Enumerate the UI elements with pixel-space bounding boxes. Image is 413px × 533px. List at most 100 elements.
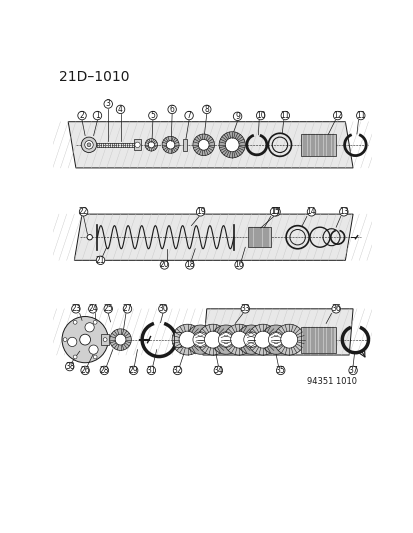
Text: 20: 20 bbox=[159, 261, 169, 269]
Circle shape bbox=[73, 320, 77, 324]
Text: 8: 8 bbox=[204, 105, 209, 114]
Circle shape bbox=[211, 325, 240, 354]
Circle shape bbox=[331, 304, 339, 313]
Circle shape bbox=[268, 332, 283, 348]
Circle shape bbox=[271, 207, 280, 216]
Circle shape bbox=[129, 366, 138, 375]
Bar bbox=[101, 334, 109, 345]
Circle shape bbox=[280, 331, 297, 348]
Circle shape bbox=[236, 325, 266, 354]
Circle shape bbox=[115, 334, 126, 345]
Text: 38: 38 bbox=[65, 362, 74, 371]
Circle shape bbox=[356, 111, 364, 120]
Circle shape bbox=[179, 331, 195, 348]
Text: 17: 17 bbox=[271, 207, 280, 216]
Circle shape bbox=[81, 137, 97, 152]
Circle shape bbox=[218, 132, 244, 158]
Circle shape bbox=[273, 324, 304, 355]
Circle shape bbox=[88, 304, 97, 313]
Circle shape bbox=[160, 261, 168, 269]
Text: 9: 9 bbox=[235, 112, 240, 121]
Circle shape bbox=[261, 325, 290, 354]
Circle shape bbox=[240, 304, 249, 313]
Text: 19: 19 bbox=[195, 207, 205, 216]
Text: 29: 29 bbox=[128, 366, 138, 375]
Circle shape bbox=[184, 111, 193, 120]
Circle shape bbox=[81, 366, 89, 375]
Text: 22: 22 bbox=[78, 207, 88, 216]
Text: 25: 25 bbox=[103, 304, 113, 313]
Text: 94351 1010: 94351 1010 bbox=[306, 377, 356, 386]
Circle shape bbox=[168, 105, 176, 114]
Circle shape bbox=[270, 207, 278, 216]
Circle shape bbox=[280, 111, 289, 120]
Circle shape bbox=[85, 141, 93, 149]
Circle shape bbox=[234, 261, 243, 269]
Text: 3: 3 bbox=[106, 100, 110, 109]
Text: 14: 14 bbox=[306, 207, 316, 216]
Bar bbox=[247, 227, 270, 247]
Circle shape bbox=[202, 105, 211, 114]
Circle shape bbox=[96, 256, 104, 264]
Text: 18: 18 bbox=[185, 261, 194, 269]
Circle shape bbox=[63, 338, 67, 342]
Circle shape bbox=[62, 317, 108, 363]
Circle shape bbox=[116, 105, 124, 114]
Circle shape bbox=[192, 332, 208, 348]
Circle shape bbox=[185, 261, 194, 269]
Circle shape bbox=[79, 207, 88, 216]
Text: 21: 21 bbox=[95, 256, 105, 265]
Circle shape bbox=[104, 100, 112, 108]
Circle shape bbox=[218, 332, 233, 348]
Circle shape bbox=[67, 337, 77, 346]
Text: 28: 28 bbox=[100, 366, 109, 375]
Circle shape bbox=[197, 324, 228, 355]
Text: 36: 36 bbox=[330, 304, 340, 313]
Text: 23: 23 bbox=[71, 304, 81, 313]
Polygon shape bbox=[74, 214, 352, 260]
Circle shape bbox=[109, 329, 131, 350]
Polygon shape bbox=[202, 309, 352, 355]
Text: 7: 7 bbox=[186, 111, 191, 120]
Circle shape bbox=[104, 304, 112, 313]
Circle shape bbox=[233, 112, 241, 120]
Text: 10: 10 bbox=[255, 111, 265, 120]
Text: 21D–1010: 21D–1010 bbox=[59, 70, 129, 84]
Circle shape bbox=[73, 355, 77, 359]
Circle shape bbox=[158, 304, 167, 313]
Circle shape bbox=[85, 322, 94, 332]
Circle shape bbox=[87, 235, 92, 240]
Text: 1: 1 bbox=[95, 111, 100, 120]
Text: 11: 11 bbox=[355, 111, 365, 120]
Circle shape bbox=[93, 355, 97, 359]
Circle shape bbox=[93, 111, 102, 120]
Text: 4: 4 bbox=[118, 105, 123, 114]
Circle shape bbox=[243, 332, 259, 348]
Text: 16: 16 bbox=[234, 261, 243, 269]
Circle shape bbox=[276, 366, 284, 375]
Circle shape bbox=[172, 324, 202, 355]
Text: 2: 2 bbox=[79, 111, 84, 120]
Circle shape bbox=[145, 139, 157, 151]
Bar bbox=[183, 139, 187, 151]
Bar bbox=[300, 327, 335, 353]
Circle shape bbox=[135, 142, 140, 148]
Text: 15: 15 bbox=[269, 207, 279, 216]
Text: 35: 35 bbox=[275, 366, 285, 375]
Circle shape bbox=[148, 142, 154, 148]
Text: 11: 11 bbox=[280, 111, 290, 120]
Text: 27: 27 bbox=[122, 304, 132, 313]
Text: 24: 24 bbox=[88, 304, 97, 313]
Circle shape bbox=[71, 304, 80, 313]
Text: 6: 6 bbox=[169, 105, 174, 114]
Circle shape bbox=[247, 324, 278, 355]
Circle shape bbox=[214, 366, 222, 375]
Text: 33: 33 bbox=[240, 304, 249, 313]
Circle shape bbox=[147, 366, 155, 375]
Circle shape bbox=[198, 140, 209, 150]
Circle shape bbox=[87, 143, 91, 147]
Circle shape bbox=[204, 331, 221, 348]
Bar bbox=[300, 134, 335, 156]
Text: 12: 12 bbox=[332, 111, 342, 120]
Circle shape bbox=[100, 366, 108, 375]
